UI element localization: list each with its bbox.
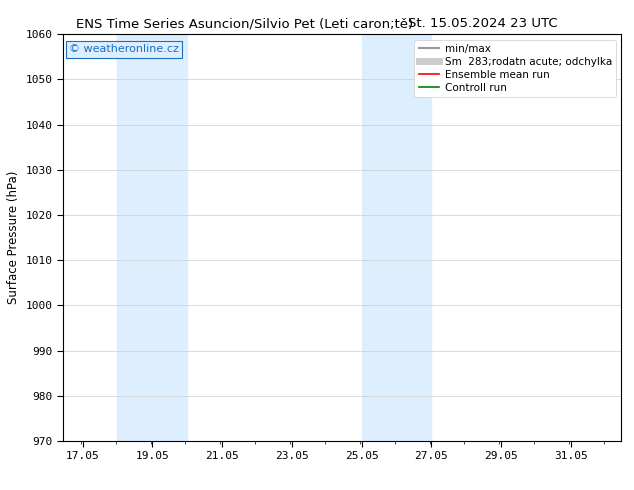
Y-axis label: Surface Pressure (hPa): Surface Pressure (hPa) (8, 171, 20, 304)
Legend: min/max, Sm  283;rodatn acute; odchylka, Ensemble mean run, Controll run: min/max, Sm 283;rodatn acute; odchylka, … (415, 40, 616, 97)
Bar (117, 34, 187, 441)
Text: ENS Time Series Asuncion/Silvio Pet (Leti caron;tě): ENS Time Series Asuncion/Silvio Pet (Let… (76, 17, 413, 30)
Text: St. 15.05.2024 23 UTC: St. 15.05.2024 23 UTC (408, 17, 558, 30)
Bar (361, 34, 431, 441)
Text: © weatheronline.cz: © weatheronline.cz (69, 45, 179, 54)
